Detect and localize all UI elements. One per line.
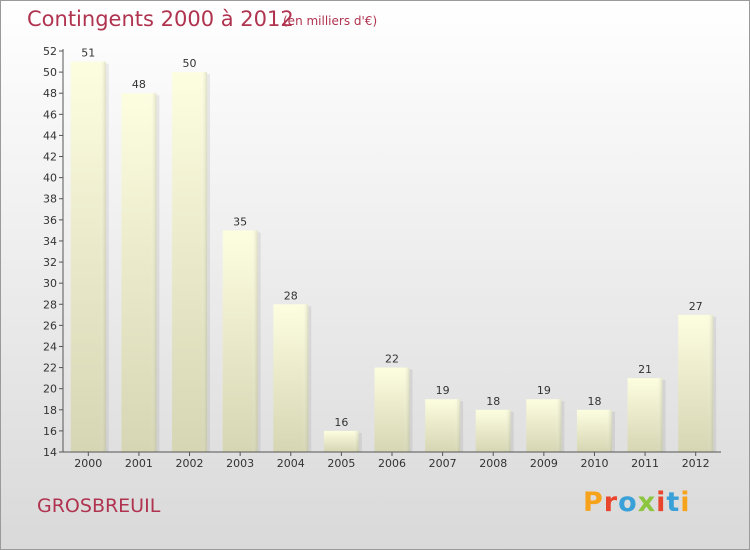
x-tick-label: 2009 <box>530 457 558 470</box>
bar-edge-shade <box>504 409 511 452</box>
y-tick-label: 14 <box>43 446 57 459</box>
y-tick-label: 36 <box>43 214 57 227</box>
y-tick-label: 42 <box>43 151 57 164</box>
y-tick-label: 40 <box>43 172 57 185</box>
place-name: GROSBREUIL <box>37 495 161 517</box>
data-label: 21 <box>638 363 652 376</box>
brand-logo: Proxiti <box>583 487 691 518</box>
x-tick-label: 2002 <box>176 457 204 470</box>
bar-edge-shade <box>555 399 562 452</box>
y-tick-label: 20 <box>43 383 57 396</box>
chart-subtitle: (en milliers d'€) <box>283 14 378 28</box>
data-label: 19 <box>537 384 551 397</box>
data-label: 22 <box>385 353 399 366</box>
bar-edge-shade <box>201 72 208 453</box>
x-tick-label: 2007 <box>429 457 457 470</box>
x-tick-label: 2012 <box>682 457 710 470</box>
data-label: 28 <box>284 289 298 302</box>
bar-edge-shade <box>302 304 309 452</box>
bar-edge-shade <box>99 61 106 452</box>
bar-edge-shade <box>656 378 663 452</box>
y-tick-label: 32 <box>43 256 57 269</box>
y-tick-label: 28 <box>43 298 57 311</box>
data-label: 18 <box>486 395 500 408</box>
x-tick-label: 2011 <box>631 457 659 470</box>
bar-edge-shade <box>352 430 359 452</box>
data-label: 16 <box>334 416 348 429</box>
y-tick-label: 26 <box>43 319 57 332</box>
y-tick-label: 34 <box>43 235 57 248</box>
data-label: 51 <box>81 47 95 60</box>
data-label: 19 <box>436 384 450 397</box>
bar-edge-shade <box>454 399 461 452</box>
data-label: 35 <box>233 215 247 228</box>
bar-edge-shade <box>707 314 714 452</box>
chart-title: Contingents 2000 à 2012 <box>27 7 294 31</box>
data-label: 18 <box>587 395 601 408</box>
data-label: 48 <box>132 78 146 91</box>
x-tick-label: 2006 <box>378 457 406 470</box>
y-tick-label: 16 <box>43 425 57 438</box>
bar-edge-shade <box>605 409 612 452</box>
y-tick-label: 50 <box>43 66 57 79</box>
x-tick-label: 2003 <box>226 457 254 470</box>
x-tick-label: 2008 <box>479 457 507 470</box>
y-tick-label: 38 <box>43 193 57 206</box>
bar-edge-shade <box>403 367 410 452</box>
bar-edge-shade <box>150 93 157 453</box>
data-label: 50 <box>183 57 197 70</box>
y-tick-label: 30 <box>43 277 57 290</box>
y-tick-label: 24 <box>43 340 57 353</box>
y-tick-label: 52 <box>43 45 57 58</box>
y-tick-label: 46 <box>43 108 57 121</box>
x-tick-label: 2001 <box>125 457 153 470</box>
y-tick-label: 48 <box>43 87 57 100</box>
data-label: 27 <box>689 300 703 313</box>
bar-edge-shade <box>251 230 258 452</box>
x-tick-label: 2004 <box>277 457 305 470</box>
y-tick-label: 18 <box>43 404 57 417</box>
y-tick-label: 44 <box>43 129 57 142</box>
x-tick-label: 2000 <box>74 457 102 470</box>
x-tick-label: 2005 <box>327 457 355 470</box>
bar <box>323 430 359 452</box>
y-tick-label: 22 <box>43 362 57 375</box>
x-tick-label: 2010 <box>580 457 608 470</box>
